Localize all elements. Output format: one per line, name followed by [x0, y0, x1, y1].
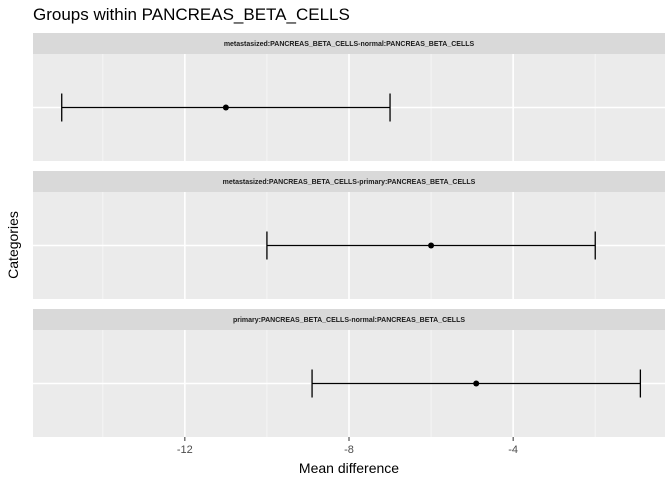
facet-panel: metastasized:PANCREAS_BETA_CELLS-normal:…	[33, 33, 665, 161]
x-axis: -12 -8 -4	[177, 437, 518, 456]
x-tick-label: -4	[508, 444, 518, 456]
estimate-point	[428, 242, 435, 249]
facet-panel: metastasized:PANCREAS_BETA_CELLS-primary…	[33, 171, 665, 299]
facet-panel: primary:PANCREAS_BETA_CELLS-normal:PANCR…	[33, 309, 665, 437]
facet-strip	[33, 33, 665, 54]
y-axis-title: Categories	[5, 211, 21, 279]
chart-title: Groups within PANCREAS_BETA_CELLS	[33, 5, 350, 24]
x-axis-title: Mean difference	[299, 460, 399, 476]
facet-strip	[33, 171, 665, 192]
facet-panels: metastasized:PANCREAS_BETA_CELLS-normal:…	[33, 33, 665, 437]
facet-strip-label: metastasized:PANCREAS_BETA_CELLS-normal:…	[224, 41, 475, 48]
x-tick-label: -8	[344, 444, 354, 456]
estimate-point	[222, 104, 229, 111]
estimate-point	[473, 380, 480, 387]
x-tick-label: -12	[177, 444, 193, 456]
facet-strip-label: metastasized:PANCREAS_BETA_CELLS-primary…	[223, 179, 476, 186]
facet-strip	[33, 309, 665, 330]
facet-strip-label: primary:PANCREAS_BETA_CELLS-normal:PANCR…	[233, 317, 465, 324]
